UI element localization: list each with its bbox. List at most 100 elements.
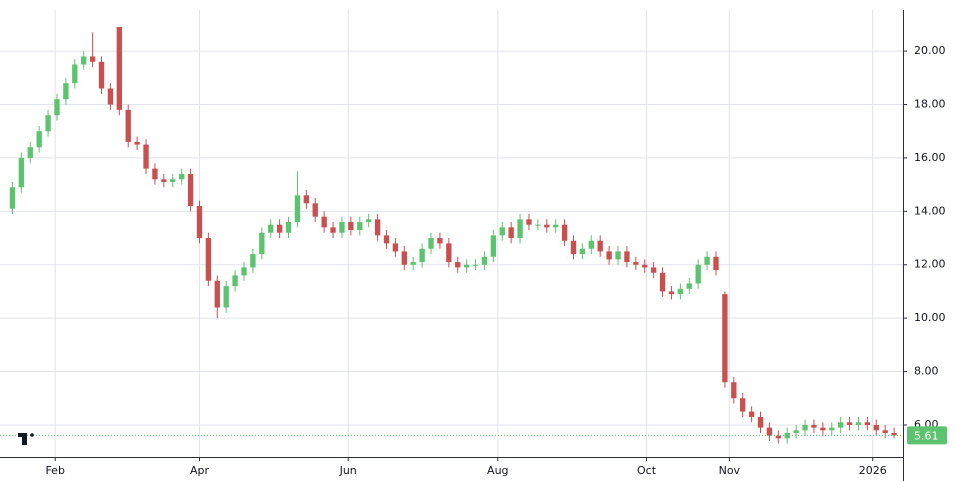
candle-body — [45, 115, 51, 132]
candle-body — [455, 262, 461, 268]
candle-body — [891, 432, 897, 436]
candle-body — [196, 205, 203, 239]
candle-body — [437, 238, 443, 244]
candle-body — [864, 422, 871, 425]
logo — [18, 433, 34, 445]
y-tick-label: 14.00 — [914, 204, 946, 217]
y-tick-label: 18.00 — [914, 98, 946, 111]
candle-body — [757, 416, 764, 428]
candle-body — [561, 224, 568, 241]
y-tick-label: 16.00 — [914, 151, 946, 164]
last-price-box — [907, 426, 947, 445]
candle-body — [134, 141, 140, 145]
candle-body — [89, 56, 96, 62]
y-tick-label: 8.00 — [914, 365, 939, 378]
x-tick-label: 2026 — [859, 464, 887, 477]
candle-body — [624, 251, 630, 263]
x-tick-label: Jun — [339, 464, 357, 477]
candle-body — [846, 422, 853, 425]
candle-body — [178, 173, 185, 180]
candle-body — [294, 195, 301, 223]
candle-body — [882, 430, 888, 433]
candle-body — [695, 264, 701, 284]
candle-body — [820, 427, 826, 431]
candle-body — [241, 267, 247, 276]
candle-body — [570, 240, 577, 255]
candle-body — [837, 422, 844, 428]
candle-body — [606, 251, 612, 260]
candle-body — [597, 240, 603, 252]
candle-body — [366, 219, 372, 223]
candle-body — [276, 224, 283, 233]
candle-body — [428, 238, 434, 249]
candle-body — [855, 422, 862, 425]
candle-body — [499, 227, 505, 236]
candle-body — [9, 187, 16, 209]
candle-body — [650, 267, 657, 273]
candle-body — [419, 248, 425, 263]
candle-body — [490, 235, 497, 257]
candle-body — [321, 216, 327, 228]
candle-body — [784, 432, 790, 439]
candle-body — [446, 243, 452, 263]
axes: 6.008.0010.0012.0014.0016.0018.0020.00Fe… — [45, 44, 947, 477]
grid — [0, 10, 903, 457]
candle-body — [285, 222, 292, 233]
candle-body — [802, 424, 808, 431]
candle-body — [383, 235, 390, 244]
candle-body — [170, 179, 176, 182]
candle-body — [107, 88, 114, 105]
candle-body — [303, 195, 310, 204]
candle-body — [125, 109, 131, 142]
candle-body — [766, 427, 773, 436]
candle-body — [410, 262, 416, 265]
candle-body — [54, 99, 60, 116]
candle-body — [463, 264, 470, 268]
candle-body — [526, 219, 532, 225]
candle-body — [544, 224, 550, 228]
candle-body — [553, 224, 559, 228]
candle-body — [223, 286, 229, 308]
x-tick-label: Feb — [45, 464, 64, 477]
candle-body — [259, 232, 265, 255]
candle-body — [704, 256, 710, 265]
candle-body — [250, 254, 256, 268]
candle-body — [214, 280, 220, 308]
last-price-label: 5.61 — [914, 429, 939, 442]
candle-body — [508, 227, 514, 239]
candle-body — [615, 251, 621, 260]
candle-body — [748, 411, 755, 417]
y-tick-label: 12.00 — [914, 258, 946, 271]
candle-body — [722, 294, 728, 383]
x-tick-label: Nov — [719, 464, 741, 477]
candle-body — [668, 291, 675, 295]
candle-body — [392, 243, 399, 252]
candle-body — [588, 240, 594, 249]
candle-body — [187, 173, 194, 206]
y-tick-label: 20.00 — [914, 44, 946, 57]
plot — [0, 27, 903, 444]
candle-body — [481, 256, 488, 265]
candle-body — [713, 256, 719, 271]
candle-body — [98, 61, 105, 89]
candle-body — [36, 131, 42, 148]
candle-body — [686, 283, 692, 289]
candle-body — [659, 272, 666, 292]
candle-body — [740, 398, 746, 412]
candle-body — [339, 222, 345, 233]
candle-body — [374, 219, 381, 236]
candle-body — [775, 435, 781, 439]
candle-body — [535, 224, 541, 226]
candle-body — [161, 179, 167, 182]
candle-body — [18, 157, 25, 188]
x-tick-label: Oct — [637, 464, 657, 477]
candle-body — [63, 83, 69, 100]
candle-body — [633, 262, 639, 265]
candle-body — [731, 382, 737, 399]
candle-body — [677, 288, 684, 295]
candle-body — [517, 219, 523, 239]
candle-body — [472, 264, 479, 266]
candle-body — [873, 424, 879, 431]
candle-body — [268, 224, 274, 233]
